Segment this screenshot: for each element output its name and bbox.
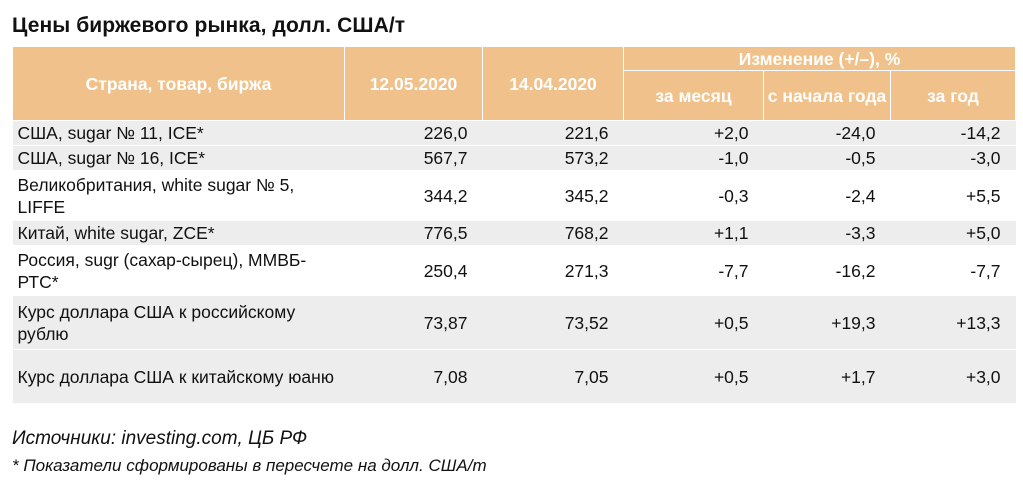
cell-date-previous: 271,3 xyxy=(482,245,624,296)
row-name: США, sugar № 16, ICE* xyxy=(12,145,345,171)
cell-change-ytd: -2,4 xyxy=(763,170,891,221)
table-row: США, sugar № 16, ICE* 567,7 573,2 -1,0 -… xyxy=(12,145,1016,171)
cell-change-year: +5,0 xyxy=(890,220,1016,246)
table-row: США, sugar № 11, ICE* 226,0 221,6 +2,0 -… xyxy=(12,120,1016,146)
cell-change-month: -1,0 xyxy=(623,145,764,171)
row-name: Великобритания, white sugar № 5, LIFFE xyxy=(12,170,345,221)
cell-date-current: 7,08 xyxy=(344,349,483,404)
cell-change-ytd: +1,7 xyxy=(763,349,891,404)
prices-table: Страна, товар, биржа 12.05.2020 14.04.20… xyxy=(12,46,1017,404)
cell-change-year: -7,7 xyxy=(890,245,1016,296)
table-row: Курс доллара США к российскому рублю 73,… xyxy=(12,295,1016,350)
table-row: Россия, sugr (сахар-сырец), ММВБ-РТС* 25… xyxy=(12,245,1016,296)
cell-change-year: -3,0 xyxy=(890,145,1016,171)
cell-date-current: 73,87 xyxy=(344,295,483,350)
cell-date-current: 250,4 xyxy=(344,245,483,296)
header-country-product-exchange: Страна, товар, биржа xyxy=(12,46,345,121)
cell-change-ytd: -24,0 xyxy=(763,120,891,146)
table-title: Цены биржевого рынка, долл. США/т xyxy=(12,14,406,37)
cell-change-ytd: -3,3 xyxy=(763,220,891,246)
cell-date-previous: 345,2 xyxy=(482,170,624,221)
cell-date-previous: 768,2 xyxy=(482,220,624,246)
row-name: Россия, sugr (сахар-сырец), ММВБ-РТС* xyxy=(12,245,345,296)
row-name: Курс доллара США к российскому рублю xyxy=(12,295,345,350)
cell-date-current: 776,5 xyxy=(344,220,483,246)
header-change-year: за год xyxy=(889,70,1017,121)
header-date-current: 12.05.2020 xyxy=(344,46,483,121)
cell-date-current: 226,0 xyxy=(344,120,483,146)
cell-date-previous: 7,05 xyxy=(482,349,624,404)
cell-change-month: +0,5 xyxy=(623,349,764,404)
cell-change-year: -14,2 xyxy=(890,120,1016,146)
cell-change-year: +3,0 xyxy=(890,349,1016,404)
cell-date-current: 344,2 xyxy=(344,170,483,221)
cell-date-current: 567,7 xyxy=(344,145,483,171)
cell-date-previous: 73,52 xyxy=(482,295,624,350)
cell-change-month: +2,0 xyxy=(623,120,764,146)
table-row: Великобритания, white sugar № 5, LIFFE 3… xyxy=(12,170,1016,221)
table-row: Китай, white sugar, ZCE* 776,5 768,2 +1,… xyxy=(12,220,1016,246)
row-name: Курс доллара США к китайскому юаню xyxy=(12,349,345,404)
header-change-ytd: с начала года xyxy=(763,70,891,121)
cell-change-month: -0,3 xyxy=(623,170,764,221)
cell-change-month: +0,5 xyxy=(623,295,764,350)
cell-change-ytd: -0,5 xyxy=(763,145,891,171)
header-date-previous: 14.04.2020 xyxy=(482,46,624,121)
sources-line: Источники: investing.com, ЦБ РФ xyxy=(12,428,308,449)
cell-change-ytd: +19,3 xyxy=(763,295,891,350)
row-name: США, sugar № 11, ICE* xyxy=(12,120,345,146)
footnote: * Показатели сформированы в пересчете на… xyxy=(12,456,487,475)
header-change-month: за месяц xyxy=(623,70,764,121)
table-row: Курс доллара США к китайскому юаню 7,08 … xyxy=(12,349,1016,404)
cell-date-previous: 573,2 xyxy=(482,145,624,171)
cell-change-month: -7,7 xyxy=(623,245,764,296)
cell-change-month: +1,1 xyxy=(623,220,764,246)
row-name: Китай, white sugar, ZCE* xyxy=(12,220,345,246)
cell-change-ytd: -16,2 xyxy=(763,245,891,296)
cell-change-year: +13,3 xyxy=(890,295,1016,350)
cell-date-previous: 221,6 xyxy=(482,120,624,146)
cell-change-year: +5,5 xyxy=(890,170,1016,221)
header-change-group: Изменение (+/–), % xyxy=(622,46,1017,71)
